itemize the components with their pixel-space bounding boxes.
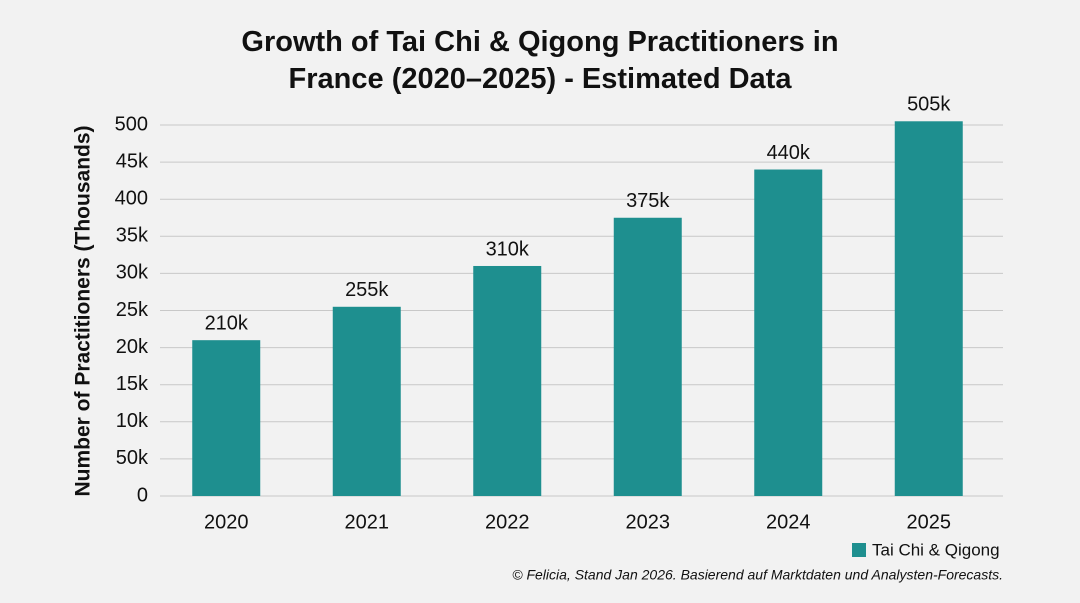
bar <box>613 217 682 496</box>
value-label: 505k <box>907 94 951 116</box>
bar <box>894 121 963 496</box>
y-axis-label: Number of Practitioners (Thousands) <box>72 125 95 496</box>
y-tick-label: 400 <box>115 187 148 209</box>
legend-swatch <box>852 543 866 557</box>
legend-label: Tai Chi & Qigong <box>872 540 1000 559</box>
x-tick-label: 2023 <box>626 511 671 533</box>
bar <box>473 265 542 496</box>
x-tick-label: 2025 <box>907 511 952 533</box>
y-tick-label: 15k <box>116 373 149 395</box>
bar <box>192 340 261 496</box>
value-label: 255k <box>345 279 389 301</box>
value-label: 440k <box>767 142 811 164</box>
y-tick-label: 35k <box>116 225 149 247</box>
y-tick-label: 20k <box>116 336 149 358</box>
x-tick-label: 2021 <box>345 511 390 533</box>
bar <box>332 306 401 496</box>
value-label: 210k <box>205 312 249 334</box>
y-tick-label: 500 <box>115 113 148 135</box>
y-tick-label: 30k <box>116 262 149 284</box>
value-label: 310k <box>486 238 530 260</box>
y-tick-label: 0 <box>137 484 148 506</box>
value-label: 375k <box>626 190 670 212</box>
x-tick-label: 2020 <box>204 511 249 533</box>
x-tick-label: 2024 <box>766 511 811 533</box>
y-tick-label: 25k <box>116 299 149 321</box>
chart-title: Growth of Tai Chi & Qigong Practitioners… <box>241 26 839 95</box>
x-tick-label: 2022 <box>485 511 530 533</box>
y-tick-label: 45k <box>116 150 149 172</box>
note: © Felicia, Stand Jan 2026. Basierend auf… <box>512 567 1003 583</box>
bar <box>754 169 823 496</box>
y-tick-label: 10k <box>116 410 149 432</box>
y-tick-label: 50k <box>116 447 149 469</box>
